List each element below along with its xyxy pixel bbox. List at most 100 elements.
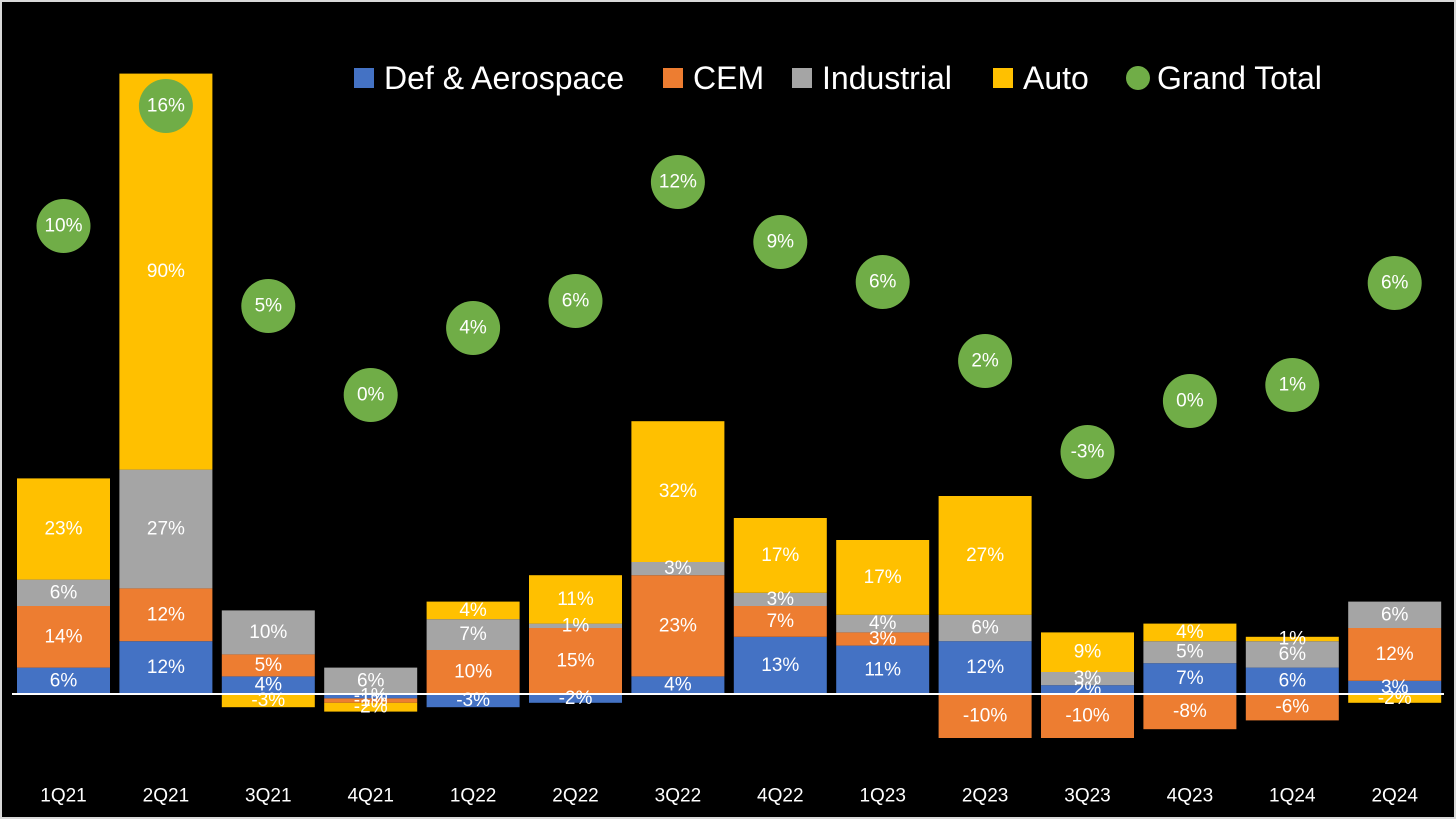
data-label-auto-4Q22: 17% xyxy=(761,545,799,566)
data-label-cem-1Q23: 3% xyxy=(869,629,897,650)
grand-total-point-2Q21 xyxy=(138,79,193,133)
data-label-industrial-2Q22: 1% xyxy=(562,615,590,636)
grand-total-label-2Q24: 6% xyxy=(1381,273,1409,294)
bar-industrial-3Q23 xyxy=(1041,672,1134,686)
bar-industrial-2Q21 xyxy=(119,469,213,589)
bar-def-aerospace-1Q22 xyxy=(426,694,520,708)
grand-total-label-2Q23: 2% xyxy=(971,351,999,372)
data-label-cem-4Q21: -1% xyxy=(354,690,388,711)
data-label-cem-3Q21: 5% xyxy=(255,655,283,676)
grand-total-point-3Q23 xyxy=(1060,425,1115,479)
bar-def-aerospace-2Q21 xyxy=(119,641,213,694)
legend-swatch-auto xyxy=(993,68,1013,88)
bar-cem-4Q23 xyxy=(1143,694,1237,730)
bar-cem-3Q22 xyxy=(631,575,725,677)
bar-cem-2Q22 xyxy=(529,628,622,694)
bar-def-aerospace-3Q22 xyxy=(631,676,725,694)
bar-def-aerospace-1Q24 xyxy=(1245,667,1339,694)
bar-cem-1Q21 xyxy=(17,606,110,668)
bar-auto-4Q21 xyxy=(324,702,418,712)
data-label-cem-3Q23: -10% xyxy=(1065,706,1109,727)
data-label-cem-2Q23: -10% xyxy=(963,706,1007,727)
bar-auto-2Q24 xyxy=(1348,694,1442,703)
bar-industrial-4Q22 xyxy=(733,592,827,606)
data-label-industrial-4Q23: 5% xyxy=(1176,642,1204,663)
data-label-industrial-2Q24: 6% xyxy=(1381,604,1409,625)
data-label-industrial-1Q24: 6% xyxy=(1279,644,1307,665)
data-label-auto-4Q23: 4% xyxy=(1176,622,1204,643)
data-label-industrial-3Q22: 3% xyxy=(664,558,692,579)
bar-cem-2Q23 xyxy=(938,694,1032,738)
bar-def-aerospace-3Q23 xyxy=(1041,685,1134,694)
bar-industrial-1Q24 xyxy=(1245,641,1339,668)
grand-total-point-1Q21 xyxy=(36,199,91,253)
legend-label-cem: CEM xyxy=(693,60,764,96)
x-tick-label-3Q22: 3Q22 xyxy=(655,786,701,807)
data-label-industrial-1Q23: 4% xyxy=(869,613,897,634)
bar-def-aerospace-4Q23 xyxy=(1143,663,1237,694)
data-label-industrial-3Q23: 3% xyxy=(1074,668,1102,689)
data-label-auto-4Q21: -2% xyxy=(354,697,388,718)
grand-total-point-4Q21 xyxy=(343,368,398,422)
grand-total-label-3Q23: -3% xyxy=(1071,442,1105,463)
grand-total-point-4Q23 xyxy=(1162,374,1217,428)
bar-auto-1Q24 xyxy=(1245,636,1339,642)
x-tick-label-2Q22: 2Q22 xyxy=(552,786,598,807)
bar-auto-2Q21 xyxy=(119,73,213,470)
bar-def-aerospace-4Q21 xyxy=(324,694,418,699)
bar-industrial-3Q21 xyxy=(221,610,315,655)
data-label-auto-1Q23: 17% xyxy=(864,567,902,588)
x-tick-label-4Q23: 4Q23 xyxy=(1167,786,1213,807)
bar-auto-4Q22 xyxy=(733,518,827,593)
data-label-industrial-1Q22: 7% xyxy=(459,624,487,645)
bar-def-aerospace-4Q22 xyxy=(733,636,827,694)
data-label-cem-1Q24: -6% xyxy=(1275,697,1309,718)
grand-total-label-1Q21: 10% xyxy=(44,216,82,237)
bar-cem-3Q21 xyxy=(221,654,315,677)
data-label-cem-3Q22: 23% xyxy=(659,615,697,636)
bar-cem-2Q24 xyxy=(1348,628,1442,681)
grand-total-point-1Q22 xyxy=(446,301,501,355)
bar-cem-2Q21 xyxy=(119,588,213,642)
bar-auto-3Q21 xyxy=(221,694,315,708)
grand-total-label-4Q21: 0% xyxy=(357,385,385,406)
data-label-industrial-2Q23: 6% xyxy=(971,618,999,639)
data-label-industrial-2Q21: 27% xyxy=(147,519,185,540)
legend-swatch-industrial xyxy=(792,68,812,88)
x-tick-label-4Q21: 4Q21 xyxy=(347,786,393,807)
x-tick-label-1Q23: 1Q23 xyxy=(859,786,905,807)
data-label-def-aerospace-2Q22: -2% xyxy=(559,688,593,709)
grand-total-point-3Q22 xyxy=(650,155,705,209)
bar-industrial-4Q23 xyxy=(1143,641,1237,664)
data-label-cem-2Q22: 15% xyxy=(556,651,594,672)
bar-def-aerospace-2Q24 xyxy=(1348,680,1442,694)
x-tick-label-1Q22: 1Q22 xyxy=(450,786,496,807)
legend-swatch-def-aerospace xyxy=(354,68,374,88)
legend-swatch-grand-total xyxy=(1126,66,1150,90)
data-label-cem-4Q22: 7% xyxy=(767,611,795,632)
x-tick-label-1Q24: 1Q24 xyxy=(1269,786,1316,807)
legend-label-auto: Auto xyxy=(1023,60,1089,96)
data-label-auto-1Q21: 23% xyxy=(44,519,82,540)
bar-industrial-2Q22 xyxy=(529,623,622,628)
legend-label-def-aerospace: Def & Aerospace xyxy=(384,60,624,96)
bar-cem-1Q23 xyxy=(836,632,930,646)
bar-auto-1Q23 xyxy=(836,540,930,615)
bar-def-aerospace-1Q21 xyxy=(17,667,110,694)
bar-industrial-2Q23 xyxy=(938,614,1032,642)
data-label-def-aerospace-3Q21: 4% xyxy=(255,675,283,696)
bar-industrial-1Q22 xyxy=(426,619,520,650)
data-label-cem-1Q21: 14% xyxy=(44,626,82,647)
data-label-def-aerospace-4Q22: 13% xyxy=(761,655,799,676)
x-tick-label-2Q24: 2Q24 xyxy=(1371,786,1418,807)
bar-cem-4Q21 xyxy=(324,698,418,703)
bar-def-aerospace-2Q23 xyxy=(938,641,1032,694)
data-label-auto-2Q21: 90% xyxy=(147,261,185,282)
bar-def-aerospace-1Q23 xyxy=(836,645,930,694)
bar-auto-2Q22 xyxy=(529,575,622,624)
data-label-auto-3Q23: 9% xyxy=(1074,642,1102,663)
bar-auto-3Q22 xyxy=(631,421,725,562)
x-tick-label-3Q21: 3Q21 xyxy=(245,786,291,807)
